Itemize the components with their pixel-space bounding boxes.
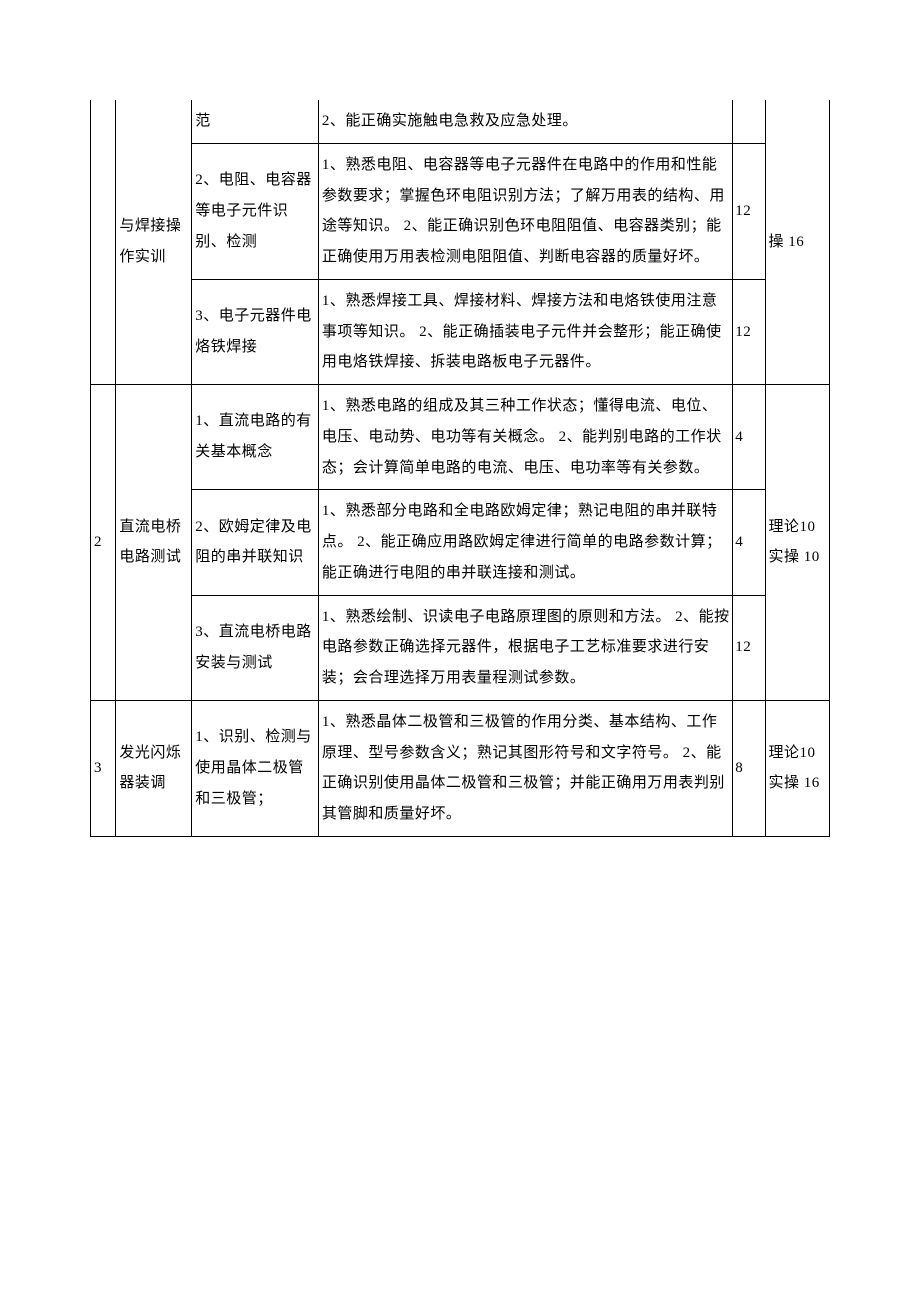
cell-hours: 12 (733, 279, 765, 384)
table-row: 3 发光闪烁器装调 1、识别、检测与使用晶体二极管和三极管； 1、熟悉晶体二极管… (91, 700, 830, 836)
cell-index: 3 (91, 700, 116, 836)
cell-topic: 直流电桥电路测试 (116, 385, 192, 701)
cell-subtopic: 1、识别、检测与使用晶体二极管和三极管； (192, 700, 319, 836)
cell-index: 2 (91, 385, 116, 701)
cell-desc: 2、能正确实施触电急救及应急处理。 (318, 100, 732, 143)
table-row: 与焊接操作实训 范 2、能正确实施触电急救及应急处理。 操 16 (91, 100, 830, 143)
cell-desc: 1、熟悉晶体二极管和三极管的作用分类、基本结构、工作原理、型号参数含义；熟记其图… (318, 700, 732, 836)
cell-desc: 1、熟悉焊接工具、焊接材料、焊接方法和电烙铁使用注意事项等知识。 2、能正确插装… (318, 279, 732, 384)
cell-hours: 12 (733, 595, 765, 700)
document-page: 与焊接操作实训 范 2、能正确实施触电急救及应急处理。 操 16 2、电阻、电容… (0, 0, 920, 897)
cell-topic: 与焊接操作实训 (116, 100, 192, 385)
cell-index (91, 100, 116, 385)
table-row: 2 直流电桥电路测试 1、直流电路的有关基本概念 1、熟悉电路的组成及其三种工作… (91, 385, 830, 490)
cell-hours: 4 (733, 490, 765, 595)
cell-subtopic: 2、欧姆定律及电阻的串并联知识 (192, 490, 319, 595)
cell-hours (733, 100, 765, 143)
cell-subtopic: 3、直流电桥电路安装与测试 (192, 595, 319, 700)
table-row: 2、欧姆定律及电阻的串并联知识 1、熟悉部分电路和全电路欧姆定律；熟记电阻的串并… (91, 490, 830, 595)
cell-hours: 4 (733, 385, 765, 490)
cell-subtopic: 1、直流电路的有关基本概念 (192, 385, 319, 490)
cell-note: 操 16 (765, 100, 830, 385)
cell-desc: 1、熟悉绘制、识读电子电路原理图的原则和方法。 2、能按电路参数正确选择元器件，… (318, 595, 732, 700)
cell-note: 理论10 实操 10 (765, 385, 830, 701)
cell-subtopic: 3、电子元器件电烙铁焊接 (192, 279, 319, 384)
table-row: 2、电阻、电容器等电子元件识别、检测 1、熟悉电阻、电容器等电子元器件在电路中的… (91, 143, 830, 279)
table-row: 3、直流电桥电路安装与测试 1、熟悉绘制、识读电子电路原理图的原则和方法。 2、… (91, 595, 830, 700)
cell-topic: 发光闪烁器装调 (116, 700, 192, 836)
cell-desc: 1、熟悉电路的组成及其三种工作状态；懂得电流、电位、电压、电动势、电功等有关概念… (318, 385, 732, 490)
cell-desc: 1、熟悉电阻、电容器等电子元器件在电路中的作用和性能参数要求；掌握色环电阻识别方… (318, 143, 732, 279)
cell-hours: 8 (733, 700, 765, 836)
cell-subtopic: 范 (192, 100, 319, 143)
cell-desc: 1、熟悉部分电路和全电路欧姆定律；熟记电阻的串并联特点。 2、能正确应用路欧姆定… (318, 490, 732, 595)
cell-note: 理论10 实操 16 (765, 700, 830, 836)
cell-hours: 12 (733, 143, 765, 279)
curriculum-table: 与焊接操作实训 范 2、能正确实施触电急救及应急处理。 操 16 2、电阻、电容… (90, 100, 830, 837)
cell-subtopic: 2、电阻、电容器等电子元件识别、检测 (192, 143, 319, 279)
table-row: 3、电子元器件电烙铁焊接 1、熟悉焊接工具、焊接材料、焊接方法和电烙铁使用注意事… (91, 279, 830, 384)
